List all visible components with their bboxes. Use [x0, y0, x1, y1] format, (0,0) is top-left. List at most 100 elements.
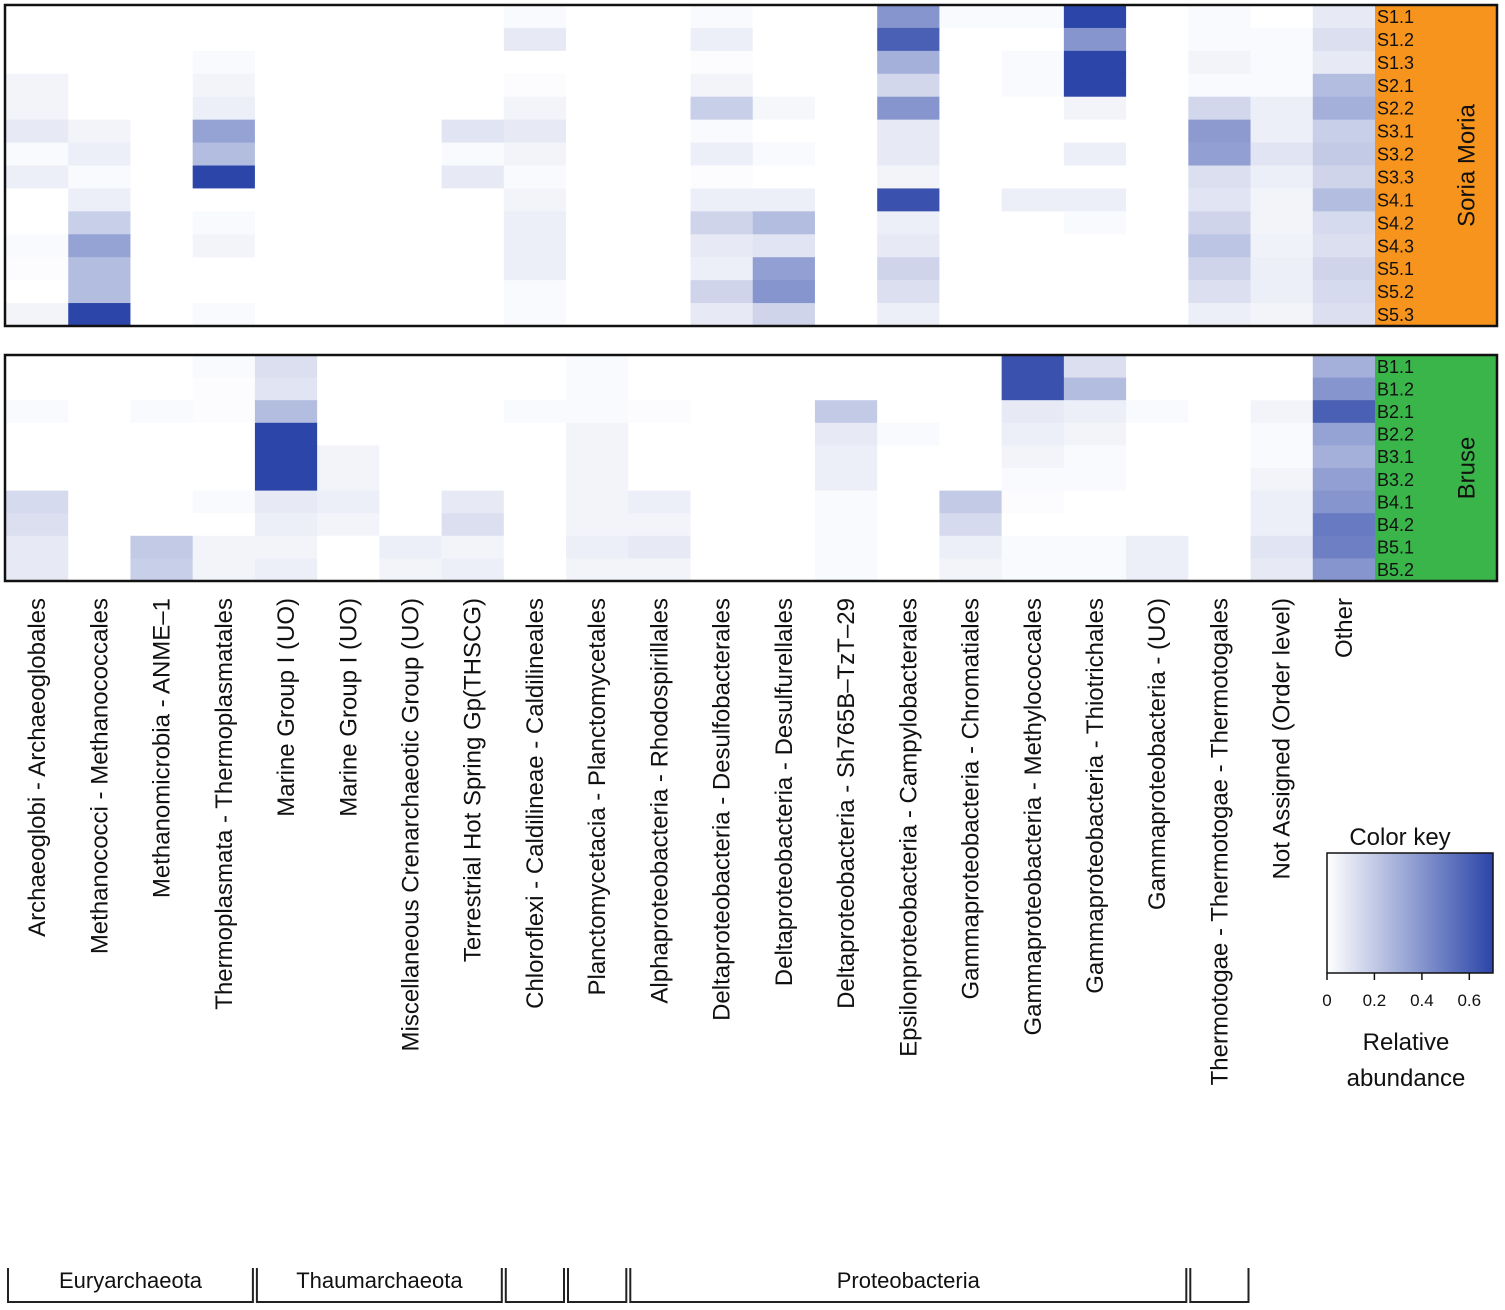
heatmap-cell [503, 377, 567, 401]
heatmap-cell [939, 422, 1003, 446]
heatmap-cell [1188, 50, 1252, 75]
heatmap-cell [379, 165, 443, 190]
heatmap-cell [690, 558, 754, 582]
heatmap-cell [1001, 513, 1065, 537]
heatmap-cell [939, 27, 1003, 52]
heatmap-cell [130, 513, 194, 537]
heatmap-cell [317, 211, 380, 235]
heatmap-cell [877, 377, 941, 401]
heatmap-cell [628, 165, 692, 190]
heatmap-cell [1188, 377, 1252, 401]
heatmap-cell [254, 377, 318, 401]
heatmap-cell [503, 303, 567, 327]
heatmap-cell [566, 5, 629, 29]
heatmap-cell [6, 303, 69, 327]
heatmap-cell [1188, 5, 1252, 29]
heatmap-cell [939, 513, 1003, 537]
heatmap-cell [1126, 73, 1189, 98]
row-label: S5.3 [1377, 305, 1414, 325]
heatmap-cell [317, 188, 380, 212]
heatmap-cell [1001, 535, 1065, 559]
heatmap-cell [752, 400, 816, 424]
heatmap-cell [1312, 490, 1376, 514]
heatmap-cell [1188, 355, 1252, 379]
heatmap-cell [379, 119, 443, 144]
heatmap-cell [1001, 400, 1065, 424]
heatmap-cell [1250, 400, 1314, 424]
heatmap-cell [1001, 377, 1065, 401]
heatmap-cell [379, 73, 443, 98]
heatmap-cell [254, 490, 318, 514]
heatmap-cell [130, 5, 194, 29]
heatmap-cell [254, 27, 318, 52]
heatmap-cell [566, 73, 629, 98]
heatmap-cell [6, 558, 69, 582]
heatmap-cell [441, 234, 505, 258]
heatmap-cell [503, 119, 567, 144]
heatmap-cell [566, 468, 629, 492]
row-label: S5.1 [1377, 259, 1414, 279]
heatmap-cell [317, 422, 380, 446]
heatmap-cell [690, 96, 754, 121]
heatmap-cell [379, 280, 443, 304]
heatmap-cell [192, 73, 256, 98]
heatmap-cell [1312, 303, 1376, 327]
heatmap-cell [503, 96, 567, 121]
heatmap-cell [1312, 96, 1376, 121]
heatmap-cell [566, 257, 629, 281]
column-label: Alphaproteobacteria - Rhodospirillales [646, 598, 673, 1004]
heatmap-cell [130, 50, 194, 75]
heatmap-cell [503, 142, 567, 167]
heatmap-cell [192, 535, 256, 559]
heatmap-cell [317, 5, 380, 29]
heatmap-cell [1250, 27, 1314, 52]
heatmap-cell [192, 355, 256, 379]
color-key-tick-label: 0.2 [1363, 991, 1387, 1010]
heatmap-cell [254, 535, 318, 559]
row-label: B1.2 [1377, 379, 1414, 399]
heatmap-cell [1312, 50, 1376, 75]
heatmap-cell [690, 535, 754, 559]
heatmap-cell [1188, 513, 1252, 537]
heatmap-cell [441, 422, 505, 446]
heatmap-cell [752, 355, 816, 379]
heatmap-cell [192, 211, 256, 235]
heatmap-cell [441, 5, 505, 29]
heatmap-cell [1312, 5, 1376, 29]
heatmap-cell [877, 355, 941, 379]
column-label: Deltaproteobacteria - Sh765B–TzT–29 [833, 598, 860, 1009]
column-label: Deltaproteobacteria - Desulfobacterales [709, 598, 736, 1021]
heatmap-cell [254, 468, 318, 492]
heatmap-cell [130, 142, 194, 167]
heatmap-cell [1001, 468, 1065, 492]
heatmap-cell [1312, 280, 1376, 304]
heatmap-cell [68, 188, 132, 212]
heatmap-cell [1312, 257, 1376, 281]
heatmap-cell [68, 558, 132, 582]
heatmap-cell [877, 27, 941, 52]
heatmap-cell [628, 73, 692, 98]
heatmap-cell [1001, 73, 1065, 98]
row-label: S4.3 [1377, 236, 1414, 256]
heatmap-cell [1250, 257, 1314, 281]
heatmap-cell [192, 422, 256, 446]
heatmap-cell [566, 558, 629, 582]
color-key-label-line2: abundance [1347, 1065, 1466, 1092]
heatmap-cell [1126, 377, 1189, 401]
heatmap-cell [503, 280, 567, 304]
heatmap-cell [1250, 188, 1314, 212]
heatmap-cell [566, 445, 629, 469]
heatmap-cell [566, 280, 629, 304]
heatmap-cell [814, 142, 878, 167]
heatmap-panels: S1.1 S1.2 S1.3 S2.1 S2.2 S3.1 S3.2S3.3 S4.1 S4.2… [3, 3, 1499, 583]
heatmap-cell [690, 50, 754, 75]
heatmap-cell [1126, 490, 1189, 514]
heatmap-cell [1126, 513, 1189, 537]
heatmap-cell [379, 5, 443, 29]
heatmap-cell [752, 468, 816, 492]
heatmap-cell [1126, 96, 1189, 121]
heatmap-cell [939, 280, 1003, 304]
heatmap-cell [877, 142, 941, 167]
heatmap-cell [628, 558, 692, 582]
heatmap-cell [130, 165, 194, 190]
